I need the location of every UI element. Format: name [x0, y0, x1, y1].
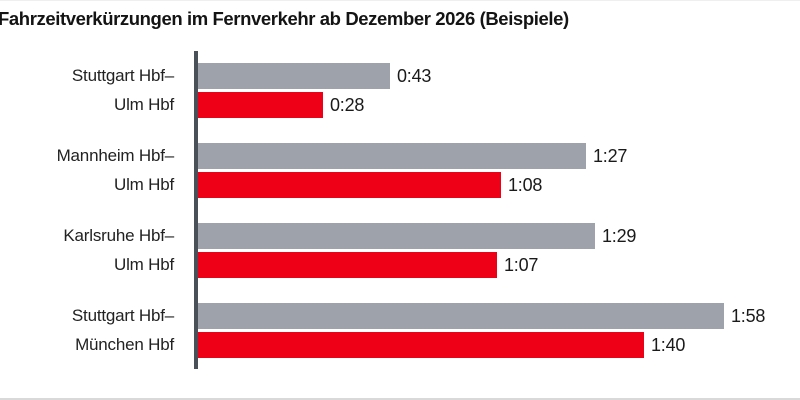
chart-row: Stuttgart Hbf– Ulm Hbf 0:43 0:28	[0, 63, 800, 118]
bar-after	[198, 252, 497, 278]
bar-after	[198, 172, 501, 198]
bar-value-label: 1:07	[504, 254, 539, 275]
bar-value-label: 1:29	[602, 225, 637, 246]
bar-before	[198, 143, 586, 169]
y-axis-line	[194, 51, 198, 369]
category-label-line1: Karlsruhe Hbf–	[63, 226, 174, 245]
bar-after	[198, 92, 323, 118]
chart-row: Karlsruhe Hbf– Ulm Hbf 1:29 1:07	[0, 223, 800, 278]
category-label: Stuttgart Hbf– München Hbf	[0, 303, 184, 358]
bar-before	[198, 223, 595, 249]
category-label-line1: Mannheim Hbf–	[56, 146, 175, 165]
bar-row-before: 1:27	[198, 143, 800, 169]
bar-row-after: 0:28	[198, 92, 800, 118]
category-label: Karlsruhe Hbf– Ulm Hbf	[0, 223, 184, 278]
bar-group: 1:27 1:08	[198, 143, 800, 201]
bar-row-before: 1:29	[198, 223, 800, 249]
bar-before	[198, 303, 724, 329]
chart-row: Stuttgart Hbf– München Hbf 1:58 1:40	[0, 303, 800, 358]
bar-row-before: 0:43	[198, 63, 800, 89]
bar-row-after: 1:08	[198, 172, 800, 198]
category-label-line2: München Hbf	[75, 335, 174, 354]
bar-value-label: 1:40	[651, 334, 686, 355]
category-label-line2: Ulm Hbf	[114, 95, 174, 114]
category-label: Stuttgart Hbf– Ulm Hbf	[0, 63, 184, 118]
bar-row-after: 1:07	[198, 252, 800, 278]
bar-value-label: 1:08	[508, 174, 543, 195]
bar-group: 1:29 1:07	[198, 223, 800, 281]
category-label-line1: Stuttgart Hbf–	[71, 306, 174, 325]
bar-group: 0:43 0:28	[198, 63, 800, 121]
bar-before	[198, 63, 390, 89]
bar-row-after: 1:40	[198, 332, 800, 358]
bar-group: 1:58 1:40	[198, 303, 800, 361]
category-label-line1: Stuttgart Hbf–	[71, 66, 174, 85]
bar-value-label: 1:58	[731, 305, 766, 326]
chart-title: Fahrzeitverkürzungen im Fernverkehr ab D…	[0, 8, 569, 29]
chart-row: Mannheim Hbf– Ulm Hbf 1:27 1:08	[0, 143, 800, 198]
bar-after	[198, 332, 644, 358]
category-label-line2: Ulm Hbf	[114, 175, 174, 194]
bar-value-label: 1:27	[593, 145, 628, 166]
category-label: Mannheim Hbf– Ulm Hbf	[0, 143, 184, 198]
bar-row-before: 1:58	[198, 303, 800, 329]
bar-value-label: 0:28	[330, 94, 365, 115]
bar-value-label: 0:43	[397, 65, 432, 86]
category-label-line2: Ulm Hbf	[114, 255, 174, 274]
